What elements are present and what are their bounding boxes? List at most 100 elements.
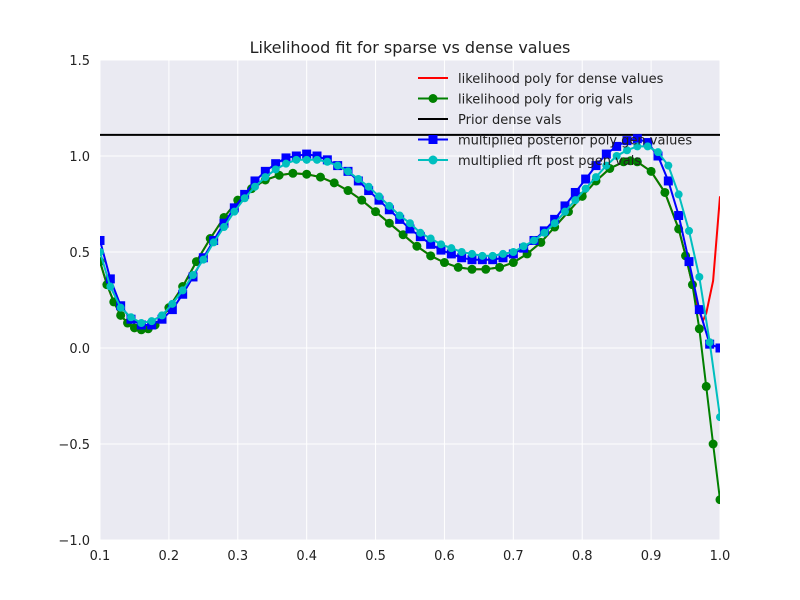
data-point bbox=[602, 161, 611, 170]
y-tick-label: 1.0 bbox=[69, 150, 90, 165]
data-point bbox=[302, 155, 311, 164]
data-point bbox=[646, 166, 656, 176]
data-point bbox=[398, 230, 408, 240]
data-point bbox=[271, 159, 281, 169]
data-point bbox=[105, 274, 115, 284]
y-tick-label: 1.5 bbox=[69, 54, 90, 69]
data-point bbox=[375, 192, 383, 201]
data-point bbox=[674, 190, 683, 199]
data-point bbox=[633, 142, 642, 151]
data-point bbox=[271, 165, 280, 174]
data-point bbox=[701, 381, 711, 391]
y-tick-label: −1.0 bbox=[58, 534, 90, 549]
data-point bbox=[439, 258, 449, 268]
data-point bbox=[288, 168, 298, 178]
data-point bbox=[292, 155, 301, 164]
chart-title: Likelihood fit for sparse vs dense value… bbox=[250, 38, 571, 57]
y-tick-label: 0.5 bbox=[69, 246, 90, 261]
data-point bbox=[540, 228, 549, 237]
data-point bbox=[570, 187, 580, 197]
data-point bbox=[550, 219, 559, 228]
data-point bbox=[209, 238, 218, 247]
data-point bbox=[281, 153, 291, 163]
data-point bbox=[715, 495, 720, 505]
data-point bbox=[364, 182, 373, 191]
data-point bbox=[412, 241, 422, 251]
data-point bbox=[625, 156, 635, 166]
data-point bbox=[592, 173, 600, 182]
data-point bbox=[302, 169, 312, 179]
data-point bbox=[329, 178, 339, 188]
y-tick-label: −0.5 bbox=[58, 438, 90, 453]
data-point bbox=[147, 317, 156, 326]
data-point bbox=[530, 236, 538, 245]
data-point bbox=[137, 319, 146, 328]
data-point bbox=[632, 134, 642, 144]
x-tick-label: 0.3 bbox=[227, 549, 248, 564]
data-point bbox=[488, 251, 497, 260]
legend-label: likelihood poly for orig vals bbox=[458, 93, 633, 108]
data-point bbox=[384, 218, 394, 228]
legend-label: likelihood poly for dense values bbox=[458, 72, 664, 87]
data-point bbox=[371, 207, 381, 217]
data-point bbox=[282, 159, 290, 168]
legend-label: multiplied rft post pgen vals bbox=[458, 154, 641, 169]
data-point bbox=[354, 175, 363, 184]
series-lines bbox=[100, 133, 720, 505]
data-point bbox=[191, 257, 201, 267]
data-point bbox=[495, 262, 505, 272]
legend-marker bbox=[428, 135, 438, 144]
data-point bbox=[426, 251, 436, 261]
data-point bbox=[100, 235, 105, 245]
series-4 bbox=[100, 142, 720, 422]
data-point bbox=[684, 257, 694, 267]
data-point bbox=[457, 253, 467, 263]
data-point bbox=[478, 251, 487, 260]
data-point bbox=[436, 245, 446, 255]
data-point bbox=[405, 224, 415, 234]
data-point bbox=[612, 152, 621, 160]
data-point bbox=[499, 249, 507, 258]
data-point bbox=[261, 173, 270, 182]
data-point bbox=[612, 141, 622, 151]
data-point bbox=[571, 196, 580, 205]
data-point bbox=[705, 338, 714, 347]
data-point bbox=[591, 161, 601, 171]
data-point bbox=[685, 226, 693, 235]
data-point bbox=[168, 299, 177, 308]
data-point bbox=[508, 258, 518, 268]
data-point bbox=[643, 142, 652, 151]
data-point bbox=[601, 149, 611, 159]
data-point bbox=[481, 264, 491, 274]
data-point bbox=[468, 249, 476, 258]
data-point bbox=[581, 184, 590, 193]
data-point bbox=[106, 282, 115, 291]
data-point bbox=[302, 149, 312, 159]
data-point bbox=[406, 219, 414, 228]
data-point bbox=[632, 157, 642, 167]
data-point bbox=[343, 186, 353, 196]
axis-ticks: −1.0 −0.5 0.0 0.5 1.0 1.5 0.1 0.2 0.3 0.4 0.5 0.6 0.… bbox=[58, 54, 730, 564]
data-point bbox=[100, 248, 104, 256]
data-point bbox=[158, 311, 166, 320]
data-point bbox=[622, 136, 632, 146]
data-point bbox=[323, 157, 332, 166]
data-point bbox=[447, 244, 456, 253]
legend-label: Prior dense vals bbox=[458, 113, 562, 128]
data-point bbox=[694, 305, 704, 315]
data-point bbox=[251, 182, 259, 191]
data-point bbox=[129, 323, 139, 333]
data-point bbox=[178, 286, 187, 295]
data-point bbox=[344, 167, 352, 176]
data-point bbox=[453, 262, 463, 272]
data-point bbox=[509, 248, 518, 256]
data-point bbox=[467, 264, 477, 274]
data-point bbox=[333, 161, 342, 170]
data-point bbox=[426, 234, 435, 243]
data-point bbox=[660, 187, 670, 197]
data-point bbox=[619, 157, 629, 167]
legend-marker bbox=[428, 94, 438, 103]
data-point bbox=[395, 211, 404, 220]
x-tick-label: 0.4 bbox=[296, 549, 317, 564]
legend-marker bbox=[428, 155, 438, 165]
